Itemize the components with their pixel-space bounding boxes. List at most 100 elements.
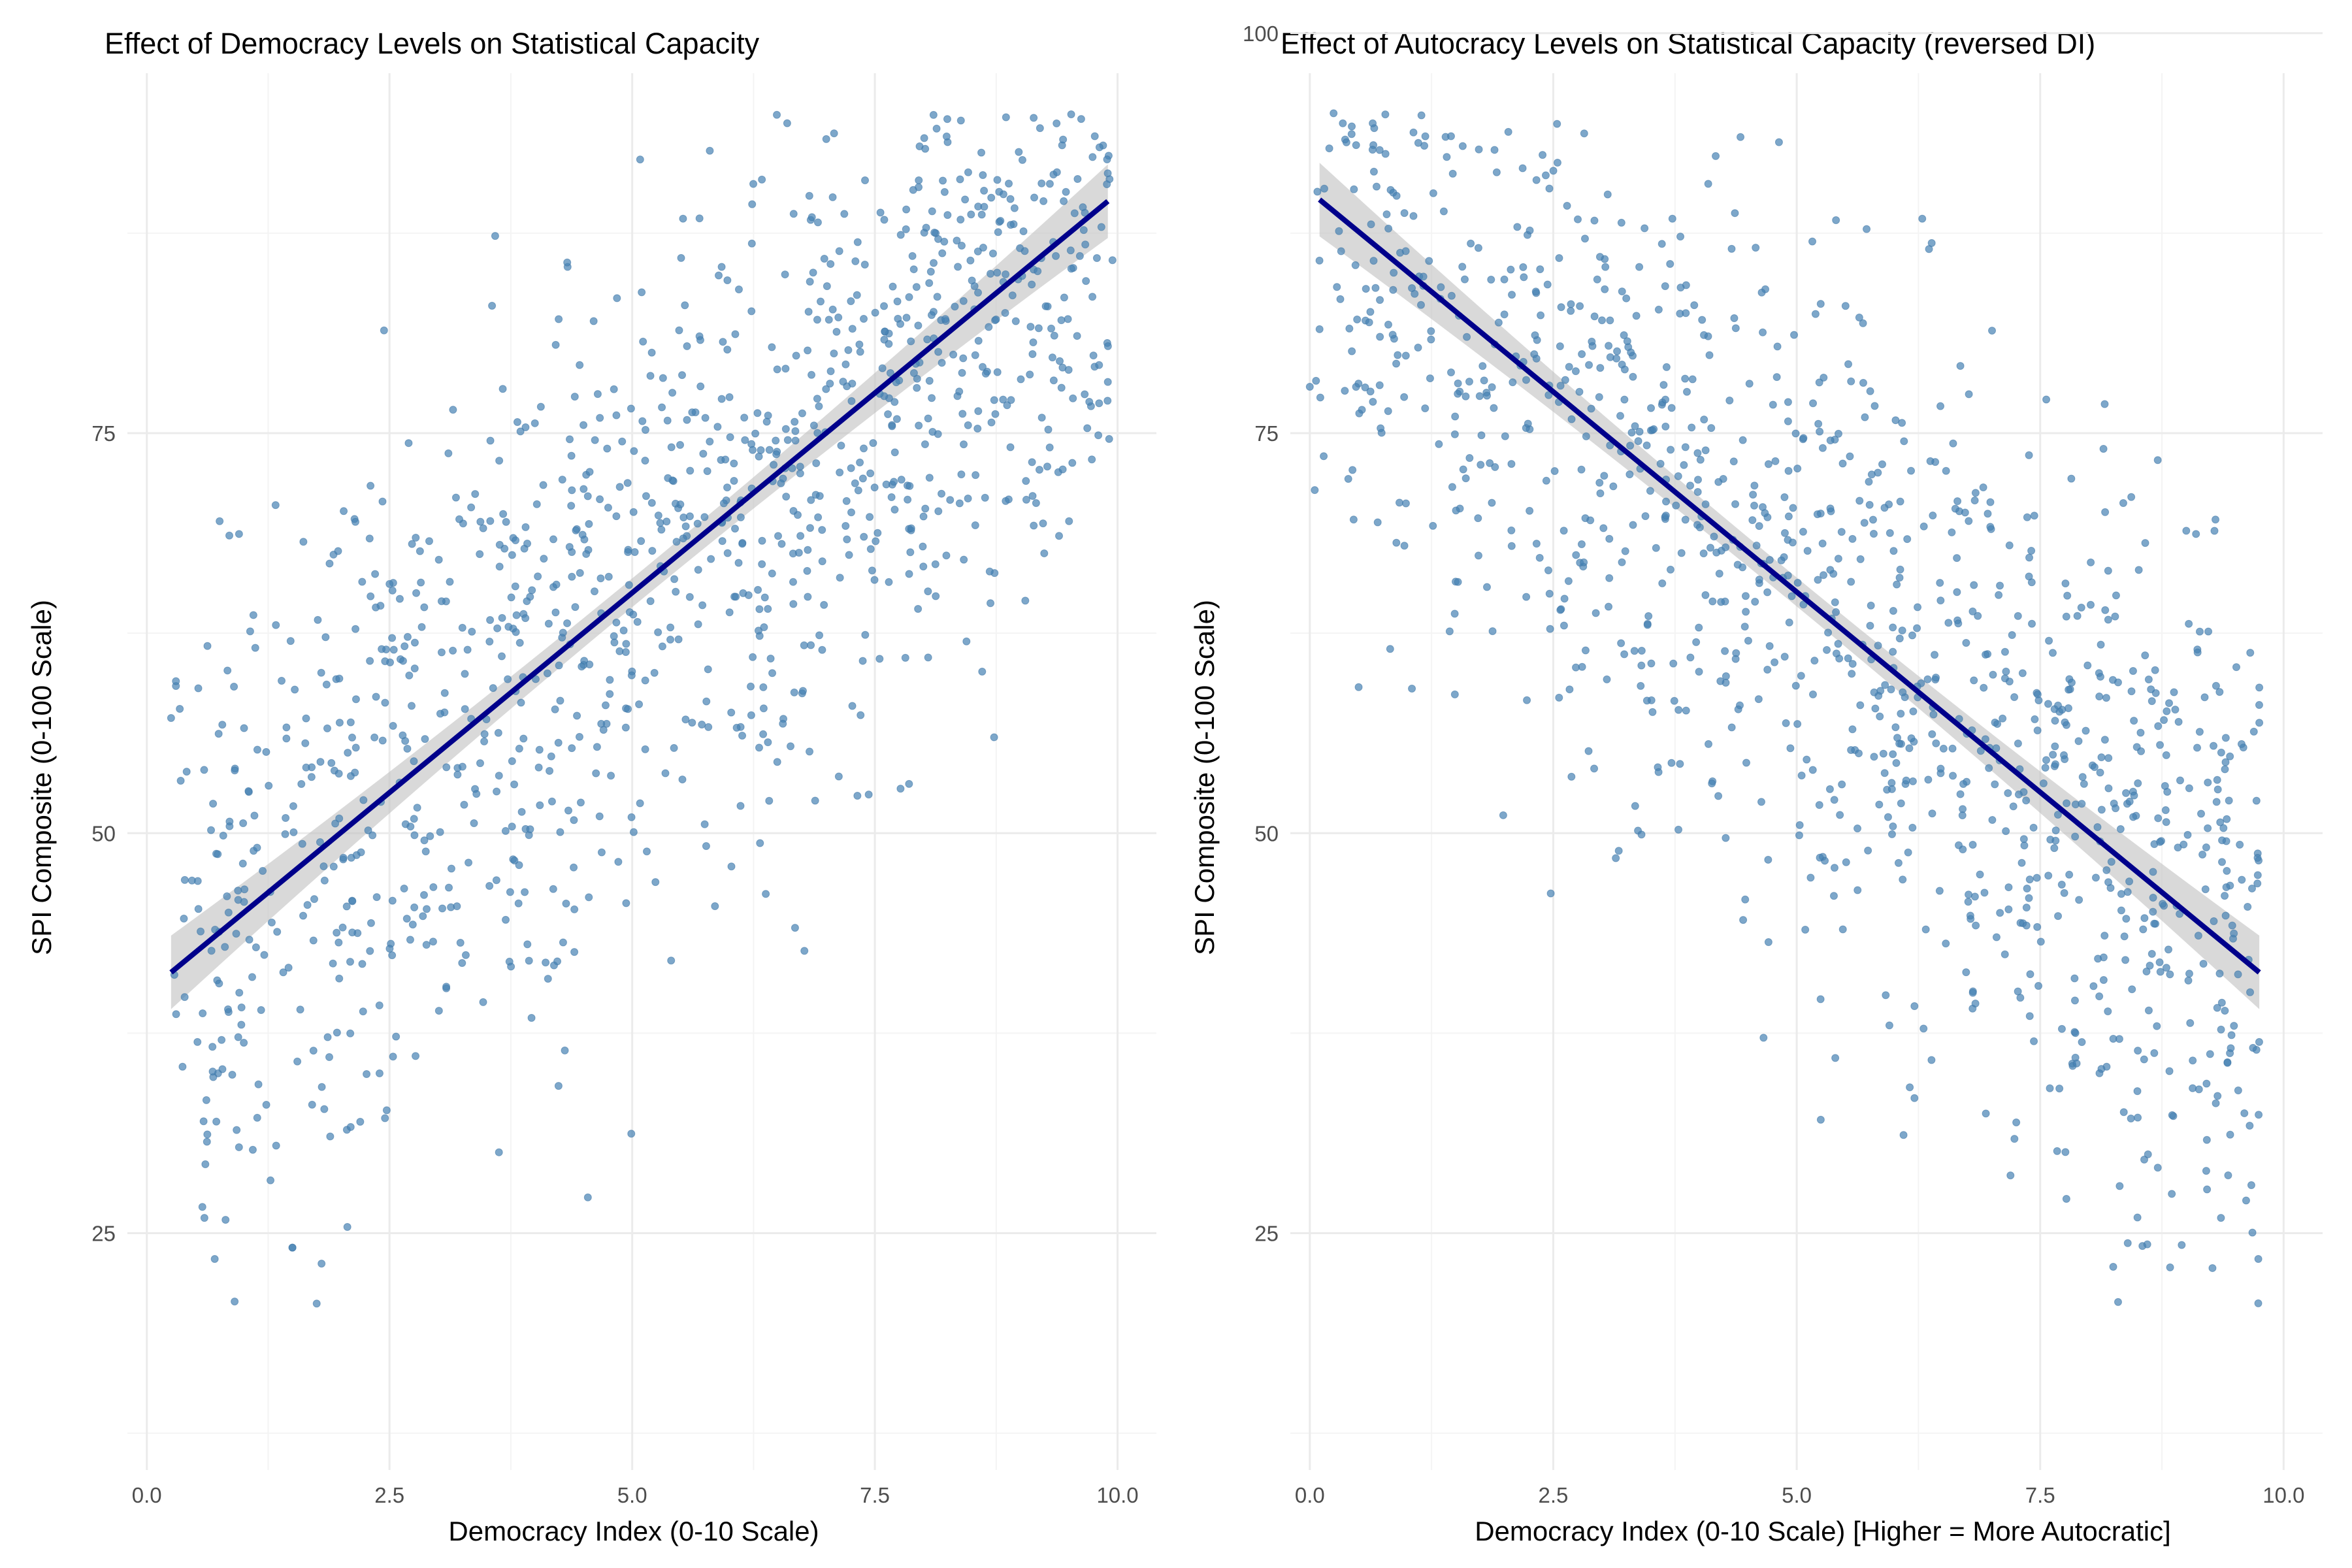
data-point bbox=[826, 260, 835, 269]
data-point bbox=[749, 180, 758, 188]
data-point bbox=[639, 337, 647, 346]
data-point bbox=[1539, 151, 1547, 159]
data-point bbox=[629, 610, 638, 619]
data-point bbox=[610, 385, 618, 393]
data-point bbox=[1580, 235, 1589, 243]
data-point bbox=[218, 1065, 227, 1073]
data-point bbox=[1477, 431, 1486, 440]
data-point bbox=[1898, 419, 1906, 427]
data-point bbox=[1341, 387, 1349, 395]
data-point bbox=[2213, 1092, 2222, 1100]
x-tick-label: 5.0 bbox=[617, 1483, 647, 1507]
data-point bbox=[2127, 687, 2136, 696]
data-point bbox=[253, 843, 261, 852]
data-point bbox=[389, 1053, 397, 1061]
data-point bbox=[1763, 588, 1772, 596]
data-point bbox=[1595, 253, 1604, 261]
data-point bbox=[1908, 823, 1917, 832]
data-point bbox=[2222, 883, 2230, 891]
data-point bbox=[593, 390, 602, 399]
data-point bbox=[2025, 894, 2033, 902]
data-point bbox=[260, 951, 269, 959]
data-point bbox=[1513, 223, 1522, 231]
data-point bbox=[749, 653, 757, 661]
data-point bbox=[904, 495, 912, 504]
data-point bbox=[403, 632, 412, 641]
data-point bbox=[1907, 466, 1916, 475]
data-point bbox=[855, 340, 864, 349]
data-point bbox=[1567, 300, 1575, 308]
data-point bbox=[1079, 226, 1088, 235]
data-point bbox=[992, 315, 1000, 323]
data-point bbox=[2254, 1254, 2262, 1263]
data-point bbox=[1856, 555, 1865, 563]
data-point bbox=[2206, 1050, 2214, 1058]
data-point bbox=[2104, 878, 2113, 887]
data-point bbox=[521, 888, 529, 896]
data-point bbox=[1832, 649, 1840, 658]
data-point bbox=[257, 1005, 265, 1014]
data-point bbox=[1623, 337, 1631, 346]
data-point bbox=[389, 722, 397, 730]
data-point bbox=[368, 831, 377, 840]
data-point bbox=[612, 512, 621, 521]
data-point bbox=[365, 534, 374, 543]
data-point bbox=[635, 700, 644, 708]
data-point bbox=[1731, 324, 1740, 333]
data-point bbox=[573, 711, 581, 720]
data-point bbox=[2065, 685, 2073, 694]
right-y-axis-label: SPI Composite (0-100 Scale) bbox=[1189, 600, 1220, 955]
data-point bbox=[1007, 221, 1015, 229]
data-point bbox=[2224, 1171, 2232, 1179]
data-point bbox=[834, 772, 843, 781]
data-point bbox=[2001, 950, 2009, 958]
data-point bbox=[2183, 830, 2192, 839]
data-point bbox=[2022, 796, 2031, 805]
data-point bbox=[663, 416, 672, 425]
data-point bbox=[1400, 209, 1409, 218]
data-point bbox=[885, 578, 893, 586]
data-point bbox=[2001, 674, 2009, 683]
data-point bbox=[777, 540, 786, 548]
data-point bbox=[333, 928, 341, 937]
data-point bbox=[536, 801, 544, 809]
data-point bbox=[1587, 404, 1595, 413]
data-point bbox=[736, 513, 745, 521]
data-point bbox=[1984, 510, 1992, 518]
data-point bbox=[348, 928, 357, 937]
data-point bbox=[1855, 313, 1863, 321]
data-point bbox=[770, 461, 778, 469]
data-point bbox=[1015, 148, 1023, 156]
data-point bbox=[2227, 1044, 2235, 1053]
data-point bbox=[2223, 815, 2231, 823]
data-point bbox=[421, 847, 430, 856]
data-point bbox=[1823, 645, 1831, 654]
data-point bbox=[1788, 538, 1797, 547]
data-point bbox=[333, 1028, 341, 1037]
data-point bbox=[570, 816, 578, 825]
data-point bbox=[1668, 214, 1676, 223]
data-point bbox=[641, 676, 649, 685]
data-point bbox=[2148, 949, 2156, 958]
data-point bbox=[1771, 457, 1780, 465]
data-point bbox=[367, 919, 375, 927]
data-point bbox=[209, 800, 218, 808]
data-point bbox=[2129, 813, 2138, 821]
data-point bbox=[565, 543, 574, 551]
data-point bbox=[1637, 681, 1645, 690]
data-point bbox=[585, 468, 594, 476]
data-point bbox=[1421, 404, 1429, 413]
data-point bbox=[1996, 909, 2004, 917]
data-point bbox=[2195, 627, 2204, 636]
data-point bbox=[2078, 800, 2086, 808]
data-point bbox=[1613, 347, 1622, 355]
data-point bbox=[1962, 638, 1970, 647]
data-point bbox=[1810, 657, 1819, 665]
data-point bbox=[2195, 728, 2204, 736]
data-point bbox=[2027, 546, 2036, 555]
data-point bbox=[959, 354, 968, 363]
data-point bbox=[535, 745, 544, 754]
data-point bbox=[583, 492, 592, 500]
data-point bbox=[815, 631, 824, 640]
data-point bbox=[2162, 751, 2170, 759]
